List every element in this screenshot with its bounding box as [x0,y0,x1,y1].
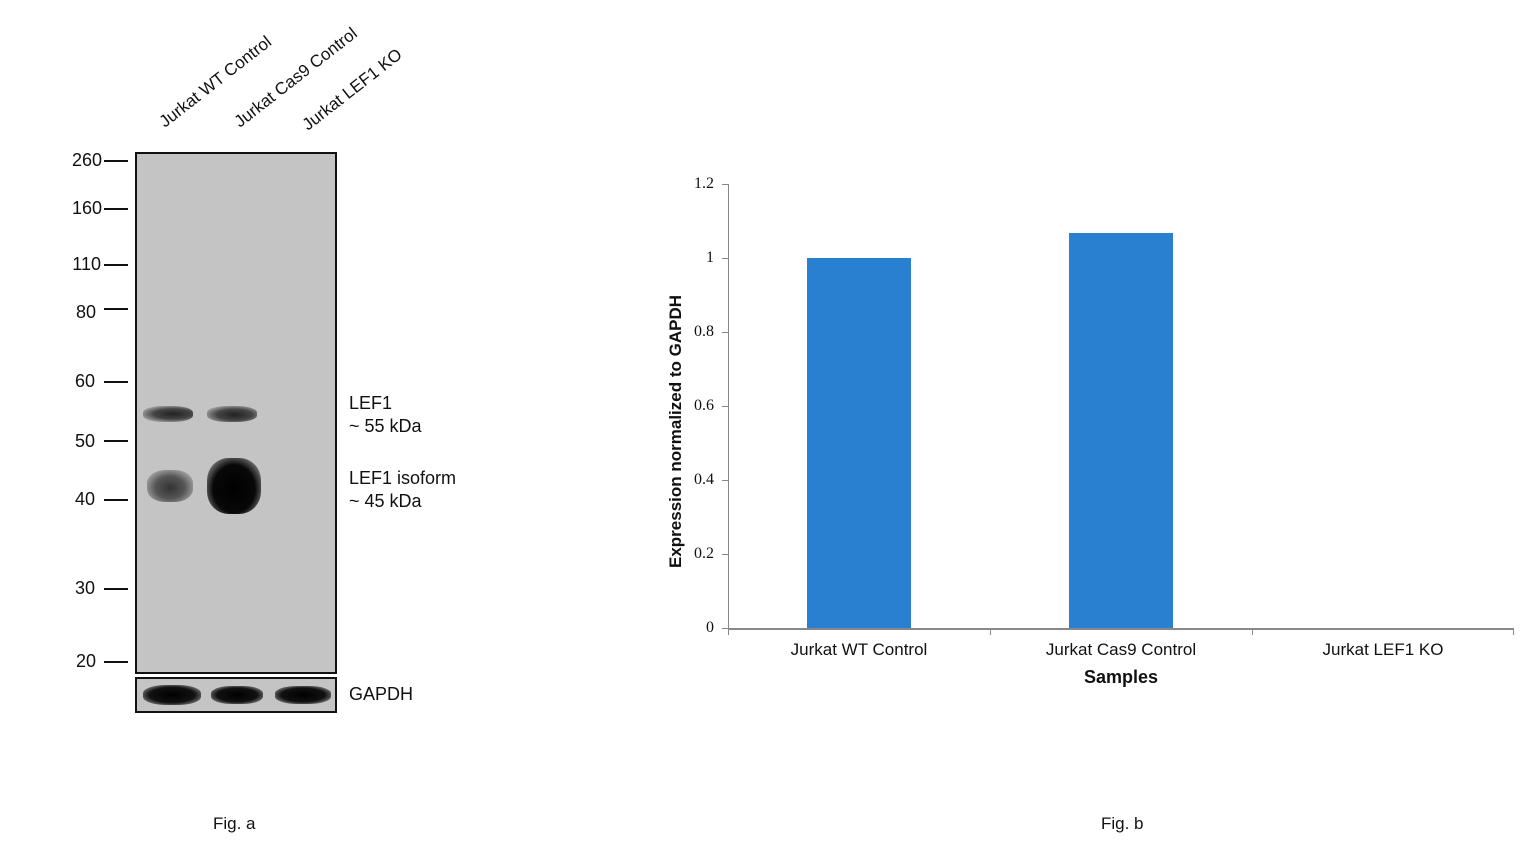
y-tick-label: 0 [706,619,714,636]
y-tick [722,480,728,481]
y-tick [722,332,728,333]
band-gapdh-lane2 [211,686,263,704]
y-tick [722,628,728,629]
y-axis-title: Expression normalized to GAPDH [666,295,685,568]
band-label-isoform: LEF1 isoform ~ 45 kDa [349,467,456,513]
bar-jurkat-cas9-control [1069,233,1173,628]
x-tick [1513,628,1514,635]
band-label-lef1: LEF1 ~ 55 kDa [349,392,422,438]
band-isoform-lane1 [147,470,193,502]
marker-label-110: 110 [72,254,101,274]
marker-tick [104,499,128,501]
x-category-label: Jurkat LEF1 KO [1322,640,1444,659]
blot-membrane [135,152,337,674]
marker-label-40: 40 [74,489,95,509]
x-category-label: Jurkat WT Control [790,640,928,659]
marker-tick [104,661,128,663]
lef1-name: LEF1 [349,393,393,413]
gapdh-membrane [135,677,337,713]
bar-jurkat-wt-control [807,258,911,628]
y-axis-line [728,184,729,629]
band-lef1-lane1 [143,406,193,422]
marker-label-260: 260 [71,150,102,170]
y-tick-label: 0.2 [694,545,714,562]
marker-label-50: 50 [74,431,95,451]
x-tick [728,628,729,635]
marker-label-20: 20 [75,651,96,671]
band-gapdh-lane3 [275,686,331,704]
marker-label-60: 60 [74,371,95,391]
marker-tick [104,208,128,210]
lef1-size: ~ 55 kDa [349,416,422,436]
marker-tick [104,440,128,442]
lane-label-2: Jurkat Cas9 Control [230,23,361,132]
band-lef1-lane2 [207,406,257,422]
y-tick-label: 0.8 [694,323,714,340]
x-tick [990,628,991,635]
marker-tick [104,264,128,266]
band-label-gapdh: GAPDH [349,684,414,704]
y-tick [722,184,728,185]
marker-tick [104,160,128,162]
y-tick-label: 1.2 [694,175,714,192]
marker-label-80: 80 [75,302,96,322]
y-tick-label: 1 [706,249,714,266]
isoform-size: ~ 45 kDa [349,491,422,511]
x-axis-line [728,628,1514,630]
marker-tick [104,308,128,310]
band-isoform-lane2 [207,458,261,514]
marker-label-160: 160 [71,198,102,218]
marker-tick [104,381,128,383]
y-tick-label: 0.4 [694,471,714,488]
fig-a-caption: Fig. a [213,814,256,833]
isoform-name: LEF1 isoform [349,468,457,488]
x-category-label: Jurkat Cas9 Control [1045,640,1197,659]
x-axis-title: Samples [1083,667,1159,687]
y-tick [722,258,728,259]
y-tick [722,554,728,555]
x-tick [1252,628,1253,635]
band-gapdh-lane1 [143,685,201,705]
marker-tick [104,588,128,590]
y-tick-label: 0.6 [694,397,714,414]
marker-label-30: 30 [74,578,95,598]
fig-b-caption: Fig. b [1101,814,1144,833]
y-tick [722,406,728,407]
